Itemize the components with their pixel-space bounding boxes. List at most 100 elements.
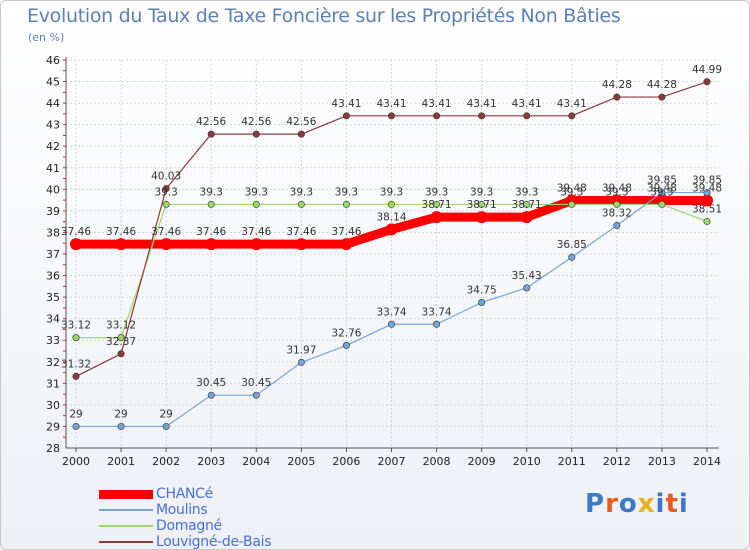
y-tick-label: 42 [46, 140, 60, 153]
data-label: 43.41 [331, 98, 361, 110]
y-tick-label: 46 [46, 54, 60, 67]
data-labels: 37.46 37.46 37.46 37.46 37.46 37.46 37.46 38.14… [61, 64, 722, 421]
y-tick-label: 36 [46, 270, 60, 283]
data-point [252, 391, 260, 399]
data-point [433, 112, 441, 120]
data-point [475, 211, 488, 224]
y-tick-label: 28 [46, 442, 60, 455]
data-label: 37.46 [286, 226, 316, 238]
data-point [207, 391, 215, 399]
data-label: 38.71 [422, 199, 452, 211]
data-label: 34.75 [467, 285, 497, 297]
data-point [297, 200, 305, 208]
axes: 28 29 30 31 32 33 34 35 36 37 38 39 40 41 42 43 44 45 46 20… [46, 54, 721, 468]
chart-title: Evolution du Taux de Taxe Foncière sur l… [27, 5, 621, 27]
data-label: 44.28 [602, 79, 632, 91]
data-point [613, 200, 621, 208]
data-label: 39.3 [560, 186, 583, 198]
proxiti-logo: Proxiti [585, 489, 689, 519]
data-point [297, 130, 305, 138]
data-label: 39.85 [692, 175, 722, 187]
data-label: 39.48 [692, 183, 722, 195]
data-point [117, 422, 125, 430]
data-label: 38.71 [467, 199, 497, 211]
legend-label: Moulins [156, 502, 208, 518]
legend-swatch [99, 525, 153, 527]
y-tick-label: 29 [46, 420, 60, 433]
data-label: 37.46 [61, 226, 91, 238]
data-label: 43.41 [467, 98, 497, 110]
series-Moulins [72, 189, 711, 430]
data-label: 39.3 [470, 186, 493, 198]
data-point [72, 334, 80, 342]
y-tick-label: 40 [46, 183, 60, 196]
data-point [117, 334, 125, 342]
data-label: 39.3 [650, 186, 673, 198]
data-point [658, 189, 666, 197]
data-label: 39.3 [290, 186, 313, 198]
data-point [160, 238, 173, 251]
y-tick-label: 32 [46, 356, 60, 369]
data-label: 33.12 [106, 320, 136, 332]
data-label: 39.85 [647, 175, 677, 187]
x-tick-label: 2007 [378, 455, 406, 468]
data-point [433, 200, 441, 208]
data-point [703, 78, 711, 86]
data-point [658, 200, 666, 208]
data-label: 38.51 [692, 203, 722, 215]
data-point [568, 253, 576, 261]
y-tick-label: 45 [46, 76, 60, 89]
y-tick-label: 33 [46, 334, 60, 347]
series-lines [70, 78, 713, 430]
data-point [162, 200, 170, 208]
data-label: 38.14 [376, 211, 406, 223]
data-point [115, 238, 128, 251]
data-point [340, 238, 353, 251]
y-unit-label: (en %) [28, 31, 65, 44]
data-label: 40.03 [151, 171, 181, 183]
data-point [342, 341, 350, 349]
data-label: 42.56 [196, 116, 226, 128]
data-label: 39.3 [200, 186, 223, 198]
data-label: 43.41 [512, 98, 542, 110]
data-label: 29 [159, 408, 172, 420]
data-label: 39.3 [335, 186, 358, 198]
data-point [387, 200, 395, 208]
data-label: 39.3 [380, 186, 403, 198]
data-point [478, 200, 486, 208]
legend-item: Domagné [99, 518, 271, 534]
data-label: 39.3 [425, 186, 448, 198]
data-point [207, 130, 215, 138]
data-label: 33.12 [61, 320, 91, 332]
data-point [523, 200, 531, 208]
data-point [385, 223, 398, 236]
legend-item: Moulins [99, 502, 271, 518]
data-label: 33.74 [376, 306, 406, 318]
logo-letter: i [678, 489, 689, 519]
data-point [72, 422, 80, 430]
data-label: 32.37 [106, 336, 136, 348]
data-point [207, 200, 215, 208]
data-label: 37.46 [196, 226, 226, 238]
data-point [613, 93, 621, 101]
data-label: 42.56 [286, 116, 316, 128]
x-tick-label: 2012 [603, 455, 631, 468]
x-tick-label: 2001 [107, 455, 135, 468]
series-Louvigné-de-Bais [72, 78, 711, 380]
legend-label: Louvigné-de-Bais [156, 534, 272, 550]
legend: CHANCé Moulins Domagné Louvigné-de-Bais [99, 486, 272, 550]
data-label: 44.99 [692, 64, 722, 76]
y-tick-label: 38 [46, 226, 60, 239]
data-label: 29 [114, 408, 127, 420]
data-point [478, 298, 486, 306]
data-label: 39.3 [605, 186, 628, 198]
data-point [658, 93, 666, 101]
data-point [430, 211, 443, 224]
data-label: 29 [69, 408, 82, 420]
data-point [701, 194, 713, 207]
data-label: 38.32 [602, 208, 632, 220]
data-label: 44.28 [647, 79, 677, 91]
x-tick-label: 2000 [62, 455, 90, 468]
